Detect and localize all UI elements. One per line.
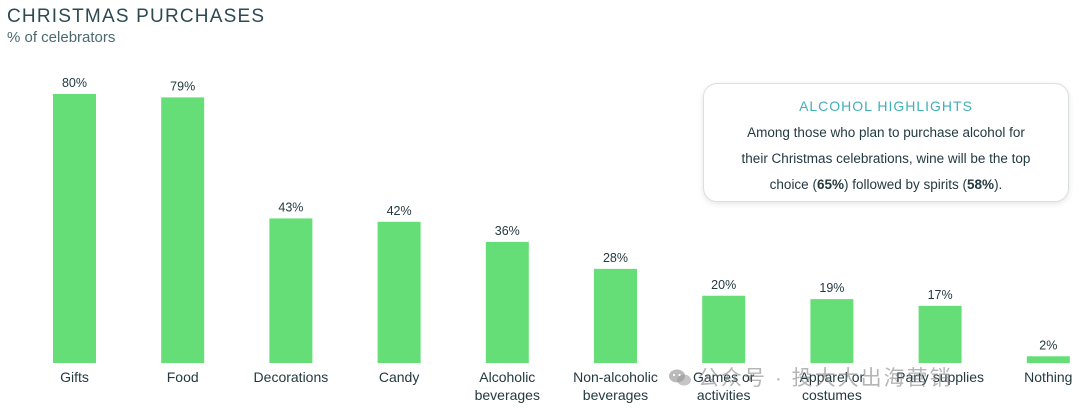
bar-6 <box>702 295 746 363</box>
chart-subtitle: % of celebrators <box>7 29 116 46</box>
category-label-7-line-1: costumes <box>802 387 862 403</box>
category-label-8-line-0: Party supplies <box>896 369 984 385</box>
bar-5 <box>594 268 637 363</box>
bar-2 <box>269 218 313 363</box>
category-label-3-line-0: Candy <box>379 369 419 385</box>
wine-percentage: 65% <box>816 177 844 192</box>
callout-line-3-pre: choice ( <box>769 177 817 192</box>
watermark-text: 公众号 · 投大大出海营销 <box>698 367 953 390</box>
bar-8 <box>918 305 962 363</box>
callout-line-2: their Christmas celebrations, wine will … <box>741 151 1031 166</box>
wechat-icon <box>669 369 691 386</box>
category-label-1-line-0: Food <box>167 369 199 385</box>
data-label-0: 80% <box>62 76 87 90</box>
category-label-5-line-1: beverages <box>583 387 648 403</box>
bar-9 <box>1026 356 1070 363</box>
category-label-4-line-0: Alcoholic <box>479 369 535 385</box>
bar-3 <box>377 221 421 363</box>
data-label-1: 79% <box>170 79 195 93</box>
bar-1 <box>161 97 205 364</box>
category-label-6-line-1: activities <box>697 387 751 403</box>
category-label-4-line-1: beverages <box>475 387 540 403</box>
callout-line-3-post: ). <box>994 177 1003 192</box>
data-label-8: 17% <box>928 288 953 302</box>
category-label-7-line-0: Apparel or <box>800 369 865 385</box>
callout-body: Among those who plan to purchase alcohol… <box>704 120 1068 198</box>
data-label-4: 36% <box>495 224 520 238</box>
bar-7 <box>810 299 854 363</box>
callout-line-1: Among those who plan to purchase alcohol… <box>747 125 1025 140</box>
data-label-2: 43% <box>278 200 303 214</box>
callout-line-3: choice (65%) followed by spirits (58%). <box>718 172 1054 198</box>
watermark: 公众号 · 投大大出海营销 <box>668 362 953 392</box>
chart-title: CHRISTMAS PURCHASES <box>7 6 266 27</box>
data-label-9: 2% <box>1039 338 1057 352</box>
category-label-0-line-0: Gifts <box>60 369 89 385</box>
category-label-2-line-0: Decorations <box>254 369 329 385</box>
bar-0 <box>53 94 96 363</box>
callout-line-3-mid: ) followed by spirits ( <box>843 177 968 192</box>
callout-title: ALCOHOL HIGHLIGHTS <box>799 98 973 114</box>
data-label-6: 20% <box>711 278 736 292</box>
category-label-9-line-0: Nothing <box>1024 369 1072 385</box>
spirits-percentage: 58% <box>967 177 995 192</box>
alcohol-highlights-callout: ALCOHOL HIGHLIGHTS Among those who plan … <box>703 83 1069 202</box>
data-label-3: 42% <box>387 204 412 218</box>
data-label-5: 28% <box>603 251 628 265</box>
category-label-5-line-0: Non-alcoholic <box>573 369 658 385</box>
data-label-7: 19% <box>819 281 844 295</box>
bar-4 <box>485 241 529 363</box>
category-label-6-line-0: Games or <box>693 369 755 385</box>
